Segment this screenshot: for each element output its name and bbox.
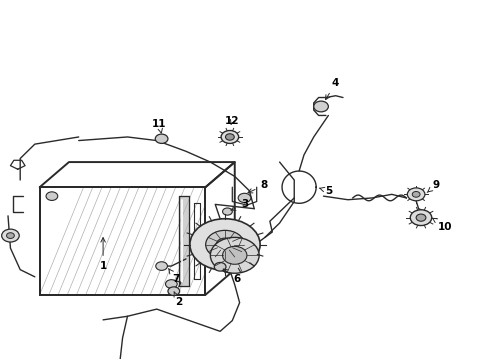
Circle shape — [189, 219, 260, 270]
Circle shape — [1, 229, 19, 242]
Circle shape — [205, 230, 244, 259]
Text: 12: 12 — [224, 116, 239, 126]
Circle shape — [155, 134, 167, 143]
Circle shape — [167, 287, 179, 296]
Text: 9: 9 — [427, 180, 438, 193]
Text: 2: 2 — [174, 292, 182, 307]
Circle shape — [225, 134, 234, 140]
Circle shape — [407, 188, 424, 201]
Text: 7: 7 — [168, 269, 180, 284]
Circle shape — [415, 214, 425, 221]
Circle shape — [222, 246, 246, 264]
Circle shape — [216, 238, 233, 251]
Text: 11: 11 — [152, 120, 166, 133]
Circle shape — [156, 262, 167, 270]
Circle shape — [210, 237, 259, 273]
Circle shape — [46, 192, 58, 201]
Text: 5: 5 — [319, 186, 331, 196]
Circle shape — [222, 208, 232, 215]
Text: 3: 3 — [230, 199, 247, 210]
Circle shape — [409, 210, 431, 226]
Circle shape — [221, 131, 238, 143]
Text: 10: 10 — [432, 218, 452, 231]
Circle shape — [313, 101, 328, 112]
Text: 6: 6 — [223, 269, 240, 284]
Circle shape — [238, 193, 250, 203]
Circle shape — [411, 192, 419, 197]
Text: 1: 1 — [99, 238, 106, 271]
Circle shape — [6, 233, 14, 238]
Circle shape — [165, 280, 177, 288]
Text: 4: 4 — [325, 78, 339, 100]
Circle shape — [214, 262, 225, 271]
Text: 8: 8 — [247, 180, 267, 193]
